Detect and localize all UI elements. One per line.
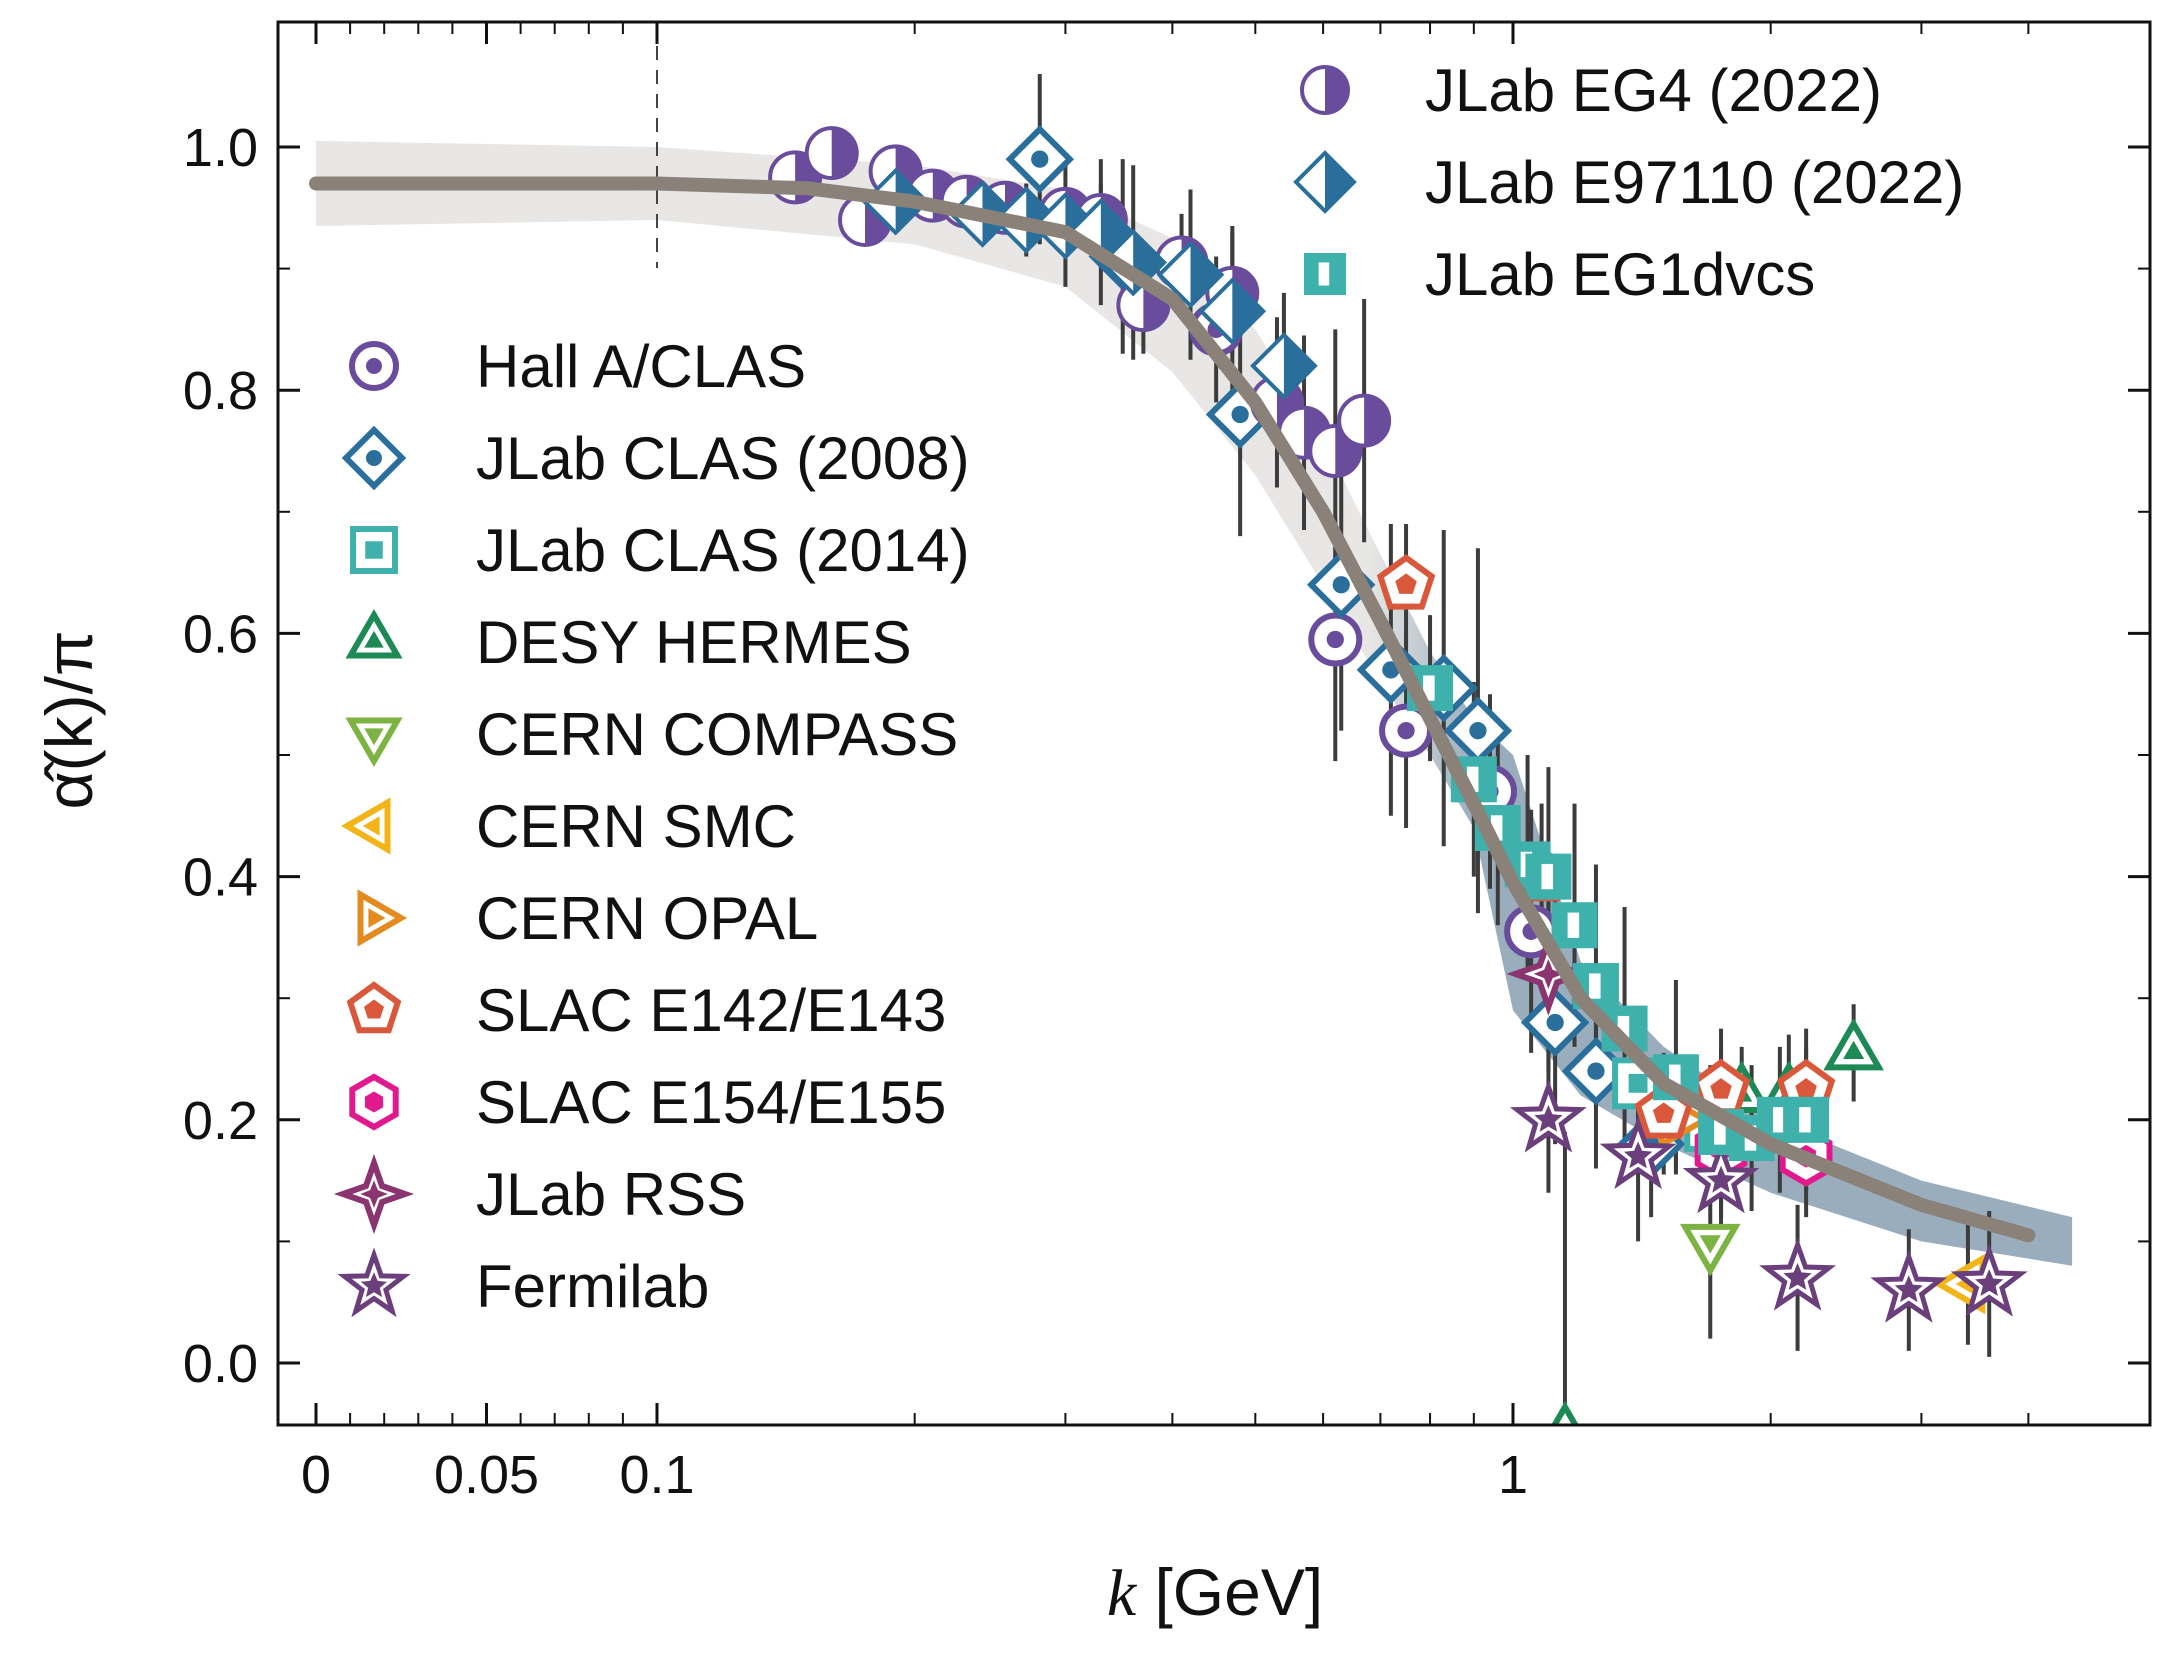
legend-marker-slac-e142-e143 <box>346 981 402 1034</box>
y-tick-label-2: 0.4 <box>183 848 258 908</box>
legend-label-jlab-eg4-2022: JLab EG4 (2022) <box>1425 57 1882 124</box>
point-hall-a-clas-2 <box>1379 703 1434 758</box>
point-slac-e142-e143-0 <box>1376 554 1436 610</box>
point-jlab-e97110-2022-6 <box>1156 240 1225 309</box>
legend-marker-slac-e154-e155 <box>349 1073 399 1131</box>
legend-left: Hall A/CLAS JLab CLAS (2008) JLab CLAS (20… <box>333 333 970 1320</box>
point-desy-hermes-3 <box>1823 1017 1885 1071</box>
legend-marker-cern-compass <box>345 717 403 767</box>
legend-marker-fermilab <box>337 1247 411 1318</box>
legend-label-cern-opal: CERN OPAL <box>476 885 818 952</box>
uncertainty-band <box>316 140 2073 1266</box>
point-fermilab-1 <box>1599 1115 1677 1189</box>
x-axis-title: k [GeV] <box>1107 1555 1323 1630</box>
x-axis: 0 0.05 0.1 1 <box>301 22 2030 1505</box>
x-axis-title-symbol: k <box>1107 1557 1138 1630</box>
x-axis-title-unit: [GeV] <box>1136 1555 1323 1629</box>
legend-marker-jlab-eg4-2022 <box>1300 65 1350 115</box>
point-jlab-eg4-2022-1 <box>804 126 859 181</box>
point-fermilab-2 <box>1682 1140 1760 1214</box>
point-jlab-eg4-2022-15 <box>1337 393 1392 448</box>
point-jlab-eg1dvcs-12 <box>1783 1096 1830 1143</box>
legend-marker-jlab-rss <box>333 1153 415 1235</box>
legend-label-desy-hermes: DESY HERMES <box>476 609 912 676</box>
point-desy-hermes-0 <box>1551 1401 1579 1425</box>
legend-marker-cern-smc <box>341 797 391 855</box>
legend-marker-jlab-eg1dvcs <box>1304 253 1346 295</box>
marker-layer <box>768 124 2028 1425</box>
point-jlab-eg1dvcs-5 <box>1551 902 1598 949</box>
point-hall-a-clas-1 <box>1308 612 1363 667</box>
legend-label-fermilab: Fermilab <box>476 1253 709 1320</box>
legend-marker-desy-hermes <box>345 609 403 659</box>
legend-label-slac-e154-e155: SLAC E154/E155 <box>476 1069 946 1136</box>
x-tick-label-0: 0 <box>301 1445 331 1505</box>
curve-layer <box>309 176 2036 1243</box>
legend-label-slac-e142-e143: SLAC E142/E143 <box>476 977 946 1044</box>
legend-marker-hall-a-clas <box>349 341 399 391</box>
legend-label-jlab-rss: JLab RSS <box>476 1161 746 1228</box>
y-axis: 0.0 0.2 0.4 0.6 0.8 1.0 <box>183 118 2150 1394</box>
legend-marker-jlab-clas-2014 <box>350 526 398 574</box>
legend-label-hall-a-clas: Hall A/CLAS <box>476 333 806 400</box>
plot-frame <box>276 20 2152 1427</box>
y-tick-label-1: 0.2 <box>183 1091 258 1151</box>
legend-label-jlab-eg1dvcs: JLab EG1dvcs <box>1425 241 1815 308</box>
legend-label-cern-compass: CERN COMPASS <box>476 701 958 768</box>
point-jlab-eg1dvcs-4 <box>1525 853 1572 900</box>
point-jlab-e97110-2022-8 <box>1250 332 1318 400</box>
point-fermilab-3 <box>1759 1237 1837 1311</box>
x-tick-label-3: 1 <box>1498 1445 1528 1505</box>
point-cern-compass-0 <box>1679 1223 1741 1277</box>
point-jlab-e97110-2022-7 <box>1198 277 1267 346</box>
point-jlab-clas-2008-0 <box>1005 124 1075 194</box>
point-fermilab-0 <box>1509 1079 1587 1153</box>
legend-marker-jlab-clas-2008 <box>341 425 407 491</box>
y-tick-label-5: 1.0 <box>183 118 258 178</box>
legend-label-jlab-clas-2008: JLab CLAS (2008) <box>476 425 970 492</box>
y-tick-label-0: 0.0 <box>183 1334 258 1394</box>
point-fermilab-4 <box>1870 1249 1948 1323</box>
legend-label-jlab-e97110-2022: JLab E97110 (2022) <box>1425 149 1964 216</box>
legend-label-jlab-clas-2014: JLab CLAS (2014) <box>476 517 970 584</box>
x-tick-label-2: 0.1 <box>619 1445 694 1505</box>
legend-label-cern-smc: CERN SMC <box>476 793 796 860</box>
y-tick-label-3: 0.6 <box>183 604 258 664</box>
point-jlab-clas-2008-7 <box>1520 988 1590 1057</box>
x-tick-label-1: 0.05 <box>434 1445 539 1505</box>
legend-marker-cern-opal <box>357 889 407 947</box>
band-layer <box>316 140 2073 1266</box>
y-axis-title: α̂(k)/π <box>32 631 106 810</box>
point-fermilab-5 <box>1950 1243 2028 1317</box>
point-slac-e142-e143-3 <box>1691 1058 1751 1115</box>
legend-marker-jlab-e97110-2022 <box>1293 150 1357 214</box>
y-tick-label-4: 0.8 <box>183 361 258 421</box>
legend-right: JLab EG4 (2022) JLab E97110 (2022) JLab EG… <box>1293 57 1964 308</box>
theory-curve <box>309 176 2036 1243</box>
